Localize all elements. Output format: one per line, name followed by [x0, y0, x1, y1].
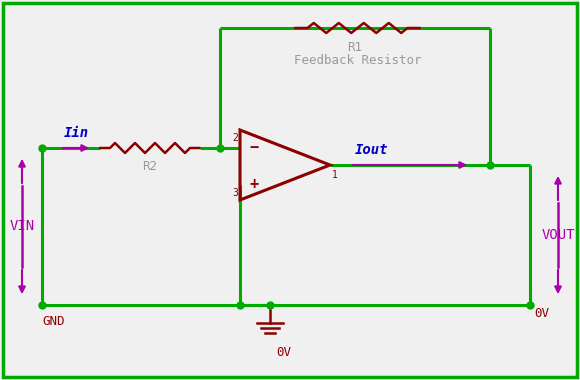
Text: Iout: Iout — [355, 143, 389, 157]
Text: VIN: VIN — [9, 220, 35, 233]
Text: R1: R1 — [347, 41, 362, 54]
Text: Iin: Iin — [64, 126, 89, 140]
Text: 1: 1 — [332, 170, 338, 180]
Text: +: + — [250, 177, 259, 193]
Text: −: − — [250, 141, 259, 155]
Text: R2: R2 — [143, 160, 158, 173]
Text: Feedback Resistor: Feedback Resistor — [293, 54, 421, 67]
Text: 0V: 0V — [276, 346, 291, 359]
Text: 2: 2 — [232, 133, 238, 143]
Text: VOUT: VOUT — [541, 228, 575, 242]
Text: 3: 3 — [232, 188, 238, 198]
Text: GND: GND — [42, 315, 64, 328]
Text: 0V: 0V — [534, 307, 549, 320]
